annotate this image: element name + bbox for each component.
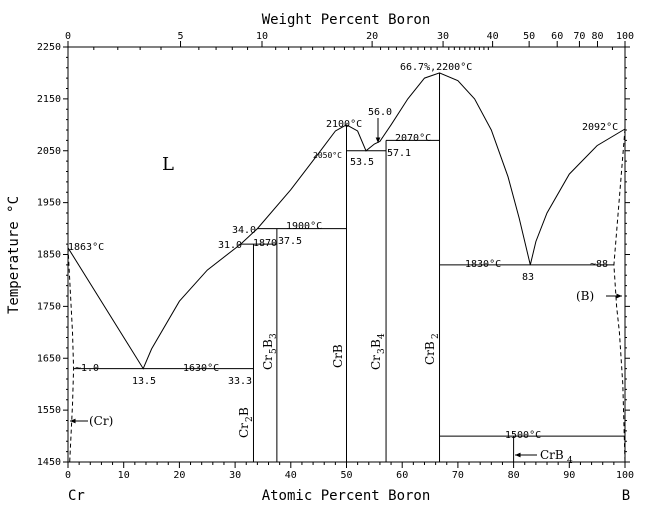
- y-tick-label: 2050: [37, 146, 61, 157]
- x-tick-label: 80: [508, 470, 520, 481]
- annotations: L 1863°C 1630°C 13.5 33.3 ~1.0 31.0 34.0…: [68, 62, 618, 466]
- svg-text:B: B: [261, 339, 275, 348]
- y-axis-title: Temperature °C: [6, 196, 22, 314]
- label-1830: 1830°C: [465, 259, 501, 270]
- x2-tick-label: 5: [178, 31, 184, 42]
- label-1-0: ~1.0: [75, 363, 99, 374]
- x2-tick-label: 60: [551, 31, 563, 42]
- solvus-curve: [67, 247, 75, 463]
- x2-tick-label: 20: [366, 31, 378, 42]
- label-2050: 2050°C: [313, 151, 342, 160]
- svg-text:B: B: [237, 407, 251, 416]
- label-2070: 2070°C: [395, 133, 431, 144]
- svg-text:3: 3: [269, 333, 279, 339]
- liquidus-curve: [67, 72, 626, 370]
- label-1863: 1863°C: [68, 242, 104, 253]
- element-b-label: B: [622, 488, 630, 504]
- svg-text:5: 5: [269, 348, 279, 354]
- label-1900: 1900°C: [286, 221, 322, 232]
- phase-crb: CrB: [331, 344, 345, 368]
- marks: [67, 72, 626, 463]
- svg-text:2: 2: [245, 416, 255, 422]
- svg-text:B: B: [369, 339, 383, 348]
- svg-text:4: 4: [377, 333, 387, 339]
- svg-text:Cr: Cr: [237, 423, 251, 438]
- svg-text:4: 4: [567, 456, 573, 466]
- y-tick-label: 1850: [37, 250, 61, 261]
- b-solid-solution-label: (B): [576, 289, 594, 303]
- x2-tick-label: 30: [437, 31, 449, 42]
- x-tick-label: 0: [65, 470, 71, 481]
- x-tick-label: 30: [229, 470, 241, 481]
- label-56-0: 56.0: [368, 107, 392, 118]
- x2-tick-label: 40: [487, 31, 499, 42]
- x2-tick-label: 70: [573, 31, 585, 42]
- y-tick-label: 1950: [37, 198, 61, 209]
- x2-tick-label: 10: [256, 31, 268, 42]
- y-tick-label: 1550: [37, 405, 61, 416]
- cr-arrow-head: [70, 418, 76, 424]
- label-53-5: 53.5: [350, 157, 374, 168]
- x2-tick-label: 80: [591, 31, 603, 42]
- svg-text:Cr: Cr: [261, 355, 275, 370]
- x-tick-label: 20: [173, 470, 185, 481]
- y-tick-label: 2250: [37, 42, 61, 53]
- cr-solid-solution-label: (Cr): [89, 414, 113, 428]
- y-tick-label: 2150: [37, 94, 61, 105]
- label-1870: 1870: [253, 238, 277, 249]
- label-57-1: 57.1: [387, 148, 411, 159]
- x-axis-title: Atomic Percent Boron: [262, 488, 431, 504]
- svg-text:Cr: Cr: [369, 355, 383, 370]
- label-2200: 66.7%,2200°C: [400, 62, 472, 73]
- x-tick-label: 10: [118, 470, 130, 481]
- label-33-3: 33.3: [228, 376, 252, 387]
- crb4-arrow-head: [515, 452, 521, 458]
- label-2100: 2100°C: [326, 119, 362, 130]
- label-88: ~88: [590, 259, 608, 270]
- x-tick-label: 90: [563, 470, 575, 481]
- label-37-5: 37.5: [278, 236, 302, 247]
- solvus-curve: [613, 128, 626, 463]
- phase-crb2: CrB 2: [423, 333, 441, 365]
- label-13-5: 13.5: [132, 376, 156, 387]
- label-31-0: 31.0: [218, 240, 242, 251]
- y-tick-label: 1450: [37, 457, 61, 468]
- 56-arrow-head: [375, 137, 381, 143]
- y-tick-label: 1750: [37, 301, 61, 312]
- svg-text:2: 2: [431, 333, 441, 339]
- x2-axis-title: Weight Percent Boron: [262, 12, 431, 28]
- y-tick-label: 1650: [37, 353, 61, 364]
- phase-crb4: CrB 4: [540, 448, 573, 466]
- svg-text:3: 3: [377, 348, 387, 354]
- label-2092: 2092°C: [582, 122, 618, 133]
- b-arrow-head: [616, 293, 622, 299]
- x-tick-label: 70: [452, 470, 464, 481]
- x2-tick-label: 50: [523, 31, 535, 42]
- label-34-0: 34.0: [232, 225, 256, 236]
- label-1500: 1500°C: [505, 430, 541, 441]
- label-1630: 1630°C: [183, 363, 219, 374]
- svg-text:CrB: CrB: [540, 448, 564, 462]
- axes: 0 10 20 30 40 50 60 70 80 90 100 0 5 10 20 30 40 50 60 70 80…: [37, 31, 634, 481]
- x-tick-label: 50: [340, 470, 352, 481]
- label-83: 83: [522, 272, 534, 283]
- x-tick-label: 100: [616, 470, 634, 481]
- x-tick-label: 40: [285, 470, 297, 481]
- element-cr-label: Cr: [68, 488, 85, 504]
- liquid-label: L: [162, 154, 174, 175]
- x-tick-label: 60: [396, 470, 408, 481]
- svg-text:CrB: CrB: [423, 341, 437, 365]
- x2-tick-label: 100: [616, 31, 634, 42]
- svg-text:CrB: CrB: [331, 344, 345, 368]
- x2-tick-label: 0: [65, 31, 71, 42]
